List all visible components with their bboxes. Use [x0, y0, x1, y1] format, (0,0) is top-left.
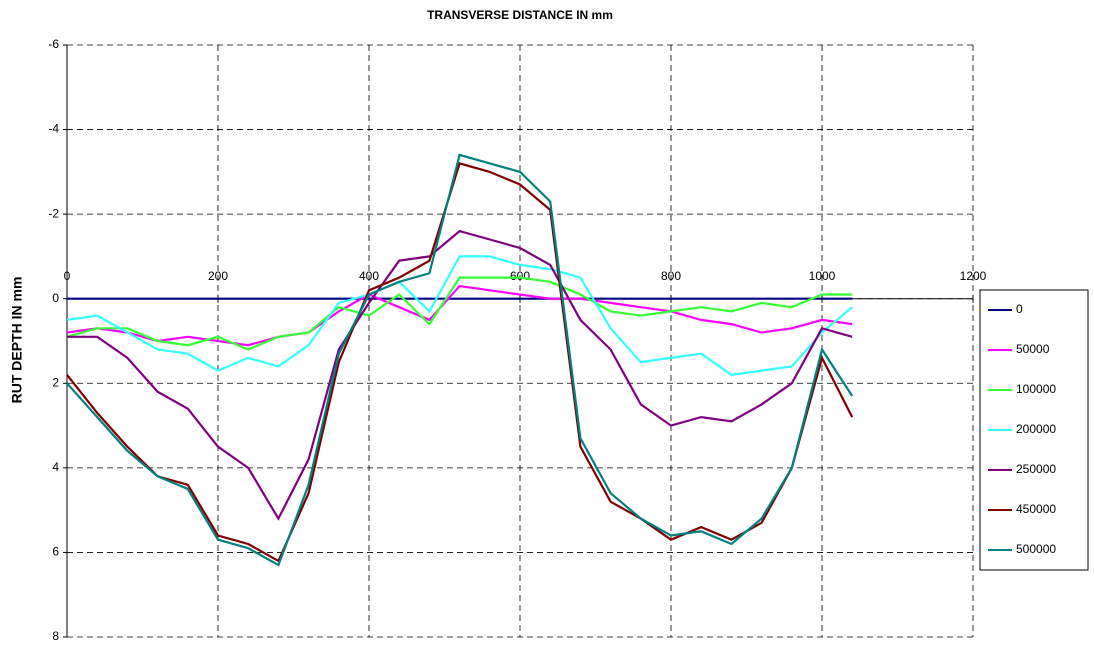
legend-label: 500000	[1016, 542, 1056, 556]
series-line	[66, 153, 854, 567]
legend-label: 50000	[1016, 342, 1050, 356]
y-tick-label: -4	[48, 122, 59, 136]
legend-label: 200000	[1016, 422, 1056, 436]
y-tick-label: 4	[52, 460, 59, 474]
series-line	[66, 284, 853, 347]
y-tick-label: 6	[52, 545, 59, 559]
y-axis-label: RUT DEPTH IN mm	[9, 277, 25, 404]
y-tick-label: -2	[48, 206, 59, 220]
y-tick-label: 0	[52, 291, 59, 305]
series-line	[67, 229, 853, 521]
series-line	[66, 255, 853, 376]
legend-label: 450000	[1016, 502, 1056, 516]
chart-title: TRANSVERSE DISTANCE IN mm	[427, 8, 613, 22]
series-line	[66, 276, 853, 351]
legend-label: 100000	[1016, 382, 1056, 396]
y-tick-label: 2	[52, 375, 59, 389]
y-tick-label: -6	[48, 37, 59, 51]
legend-label: 250000	[1016, 462, 1056, 476]
y-tick-label: 8	[52, 629, 59, 643]
series-line	[66, 162, 854, 563]
legend-label: 0	[1016, 302, 1023, 316]
